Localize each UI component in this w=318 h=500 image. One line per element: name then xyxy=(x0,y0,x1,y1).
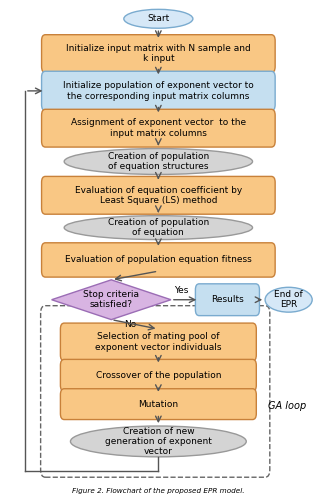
Text: Selection of mating pool of
exponent vector individuals: Selection of mating pool of exponent vec… xyxy=(95,332,222,351)
Text: Yes: Yes xyxy=(174,286,189,296)
FancyBboxPatch shape xyxy=(42,34,275,72)
Text: Evaluation of equation coefficient by
Least Square (LS) method: Evaluation of equation coefficient by Le… xyxy=(75,186,242,205)
Ellipse shape xyxy=(64,216,252,240)
FancyBboxPatch shape xyxy=(195,284,259,316)
Text: Evaluation of population equation fitness: Evaluation of population equation fitnes… xyxy=(65,256,252,264)
Text: GA loop: GA loop xyxy=(268,402,307,411)
Text: Mutation: Mutation xyxy=(138,400,178,408)
FancyBboxPatch shape xyxy=(60,360,256,391)
Text: Initialize input matrix with N sample and
k input: Initialize input matrix with N sample an… xyxy=(66,44,251,64)
Text: Crossover of the population: Crossover of the population xyxy=(96,371,221,380)
Text: Creation of new
generation of exponent
vector: Creation of new generation of exponent v… xyxy=(105,426,212,456)
Text: Creation of population
of equation structures: Creation of population of equation struc… xyxy=(108,152,209,171)
Text: Creation of population
of equation: Creation of population of equation xyxy=(108,218,209,238)
Text: Stop criteria
satisfied?: Stop criteria satisfied? xyxy=(83,290,139,310)
FancyBboxPatch shape xyxy=(60,323,256,361)
Text: No: No xyxy=(124,320,136,329)
FancyBboxPatch shape xyxy=(42,71,275,110)
Ellipse shape xyxy=(124,10,193,28)
Text: Figure 2. Flowchart of the proposed EPR model.: Figure 2. Flowchart of the proposed EPR … xyxy=(72,488,245,494)
FancyBboxPatch shape xyxy=(42,243,275,277)
Ellipse shape xyxy=(64,148,252,174)
Text: Results: Results xyxy=(211,295,244,304)
Polygon shape xyxy=(52,280,171,320)
FancyBboxPatch shape xyxy=(42,176,275,214)
Text: End of
EPR: End of EPR xyxy=(274,290,303,310)
Ellipse shape xyxy=(265,288,312,312)
Text: Start: Start xyxy=(147,14,169,24)
Text: Assignment of exponent vector  to the
input matrix columns: Assignment of exponent vector to the inp… xyxy=(71,118,246,138)
FancyBboxPatch shape xyxy=(60,388,256,420)
Text: Initialize population of exponent vector to
the corresponding input matrix colum: Initialize population of exponent vector… xyxy=(63,81,254,100)
Ellipse shape xyxy=(71,426,246,457)
FancyBboxPatch shape xyxy=(42,110,275,147)
